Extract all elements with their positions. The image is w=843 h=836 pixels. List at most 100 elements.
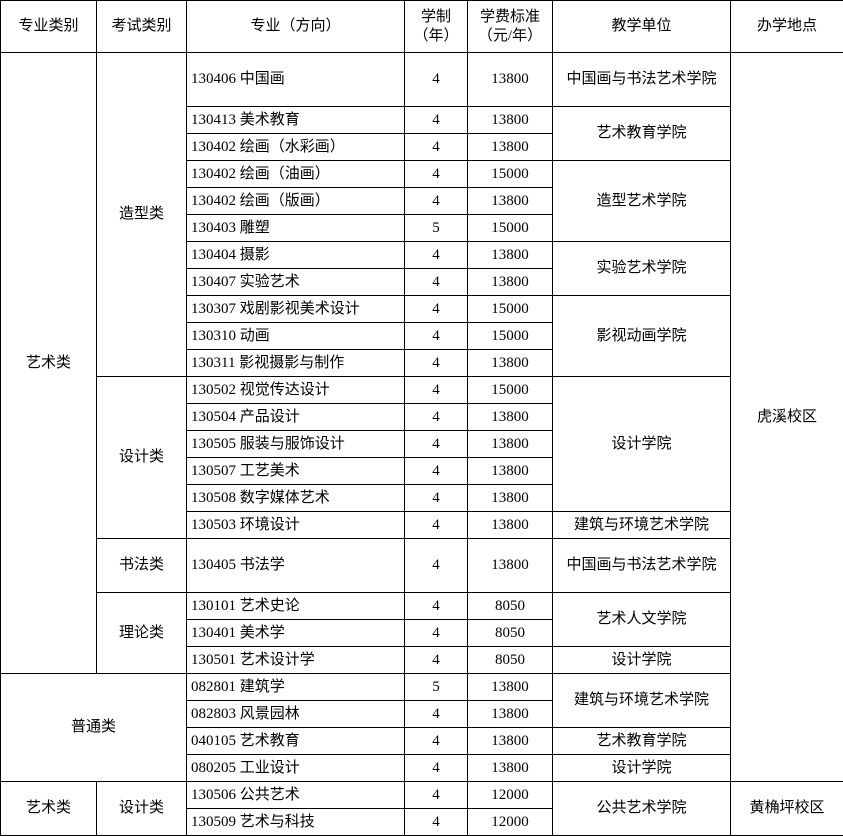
exam-category-modeling: 造型类 bbox=[97, 53, 187, 377]
major-years: 5 bbox=[405, 215, 468, 242]
major-fee: 13800 bbox=[468, 458, 553, 485]
major-name: 130401 美术学 bbox=[187, 620, 405, 647]
group-art-2: 艺术类 bbox=[1, 782, 97, 836]
major-fee: 13800 bbox=[468, 134, 553, 161]
major-name: 130509 艺术与科技 bbox=[187, 809, 405, 836]
teaching-unit-cell: 造型艺术学院 bbox=[553, 161, 731, 242]
major-years: 4 bbox=[405, 809, 468, 836]
table-row: 艺术类 造型类 130406 中国画 4 13800 中国画与书法艺术学院 虎溪… bbox=[1, 53, 843, 107]
table-header-row: 专业类别 考试类别 专业（方向） 学制 （年） 学费标准 （元/年） 教学单位 … bbox=[1, 1, 843, 53]
major-name: 130507 工艺美术 bbox=[187, 458, 405, 485]
major-years: 4 bbox=[405, 269, 468, 296]
major-fee: 8050 bbox=[468, 593, 553, 620]
major-years: 4 bbox=[405, 485, 468, 512]
teaching-unit-cell: 实验艺术学院 bbox=[553, 242, 731, 296]
major-fee: 13800 bbox=[468, 755, 553, 782]
major-name: 130402 绘画（水彩画） bbox=[187, 134, 405, 161]
major-fee: 12000 bbox=[468, 809, 553, 836]
header-category: 专业类别 bbox=[1, 1, 97, 53]
major-name: 130505 服装与服饰设计 bbox=[187, 431, 405, 458]
major-fee: 13800 bbox=[468, 107, 553, 134]
header-fee: 学费标准 （元/年） bbox=[468, 1, 553, 53]
header-teaching-unit: 教学单位 bbox=[553, 1, 731, 53]
major-years: 4 bbox=[405, 782, 468, 809]
major-fee: 13800 bbox=[468, 539, 553, 593]
major-fee: 15000 bbox=[468, 215, 553, 242]
teaching-unit-cell: 艺术教育学院 bbox=[553, 728, 731, 755]
teaching-unit-cell: 艺术教育学院 bbox=[553, 107, 731, 161]
header-campus: 办学地点 bbox=[731, 1, 843, 53]
major-name: 130311 影视摄影与制作 bbox=[187, 350, 405, 377]
major-years: 4 bbox=[405, 107, 468, 134]
group-general: 普通类 bbox=[1, 674, 187, 782]
exam-category-calligraphy: 书法类 bbox=[97, 539, 187, 593]
teaching-unit-cell: 艺术人文学院 bbox=[553, 593, 731, 647]
major-years: 4 bbox=[405, 620, 468, 647]
group-art-1: 艺术类 bbox=[1, 53, 97, 674]
major-fee: 13800 bbox=[468, 674, 553, 701]
header-fee-line1: 学费标准 bbox=[472, 8, 548, 27]
major-name: 130307 戏剧影视美术设计 bbox=[187, 296, 405, 323]
major-years: 4 bbox=[405, 350, 468, 377]
major-name: 130502 视觉传达设计 bbox=[187, 377, 405, 404]
major-fee: 13800 bbox=[468, 701, 553, 728]
teaching-unit-cell: 公共艺术学院 bbox=[553, 782, 731, 836]
table-row: 书法类 130405 书法学 4 13800 中国画与书法艺术学院 bbox=[1, 539, 843, 593]
teaching-unit-cell: 影视动画学院 bbox=[553, 296, 731, 377]
major-years: 4 bbox=[405, 404, 468, 431]
major-fee: 15000 bbox=[468, 377, 553, 404]
major-years: 4 bbox=[405, 161, 468, 188]
major-name: 082801 建筑学 bbox=[187, 674, 405, 701]
major-years: 4 bbox=[405, 539, 468, 593]
major-years: 5 bbox=[405, 674, 468, 701]
major-fee: 13800 bbox=[468, 269, 553, 296]
major-name: 130310 动画 bbox=[187, 323, 405, 350]
major-years: 4 bbox=[405, 323, 468, 350]
major-years: 4 bbox=[405, 53, 468, 107]
major-years: 4 bbox=[405, 728, 468, 755]
header-years-line2: （年） bbox=[409, 27, 463, 46]
major-name: 130413 美术教育 bbox=[187, 107, 405, 134]
major-fee: 13800 bbox=[468, 728, 553, 755]
major-name: 130508 数字媒体艺术 bbox=[187, 485, 405, 512]
major-fee: 8050 bbox=[468, 647, 553, 674]
major-years: 4 bbox=[405, 134, 468, 161]
major-name: 040105 艺术教育 bbox=[187, 728, 405, 755]
teaching-unit-cell: 建筑与环境艺术学院 bbox=[553, 674, 731, 728]
major-fee: 13800 bbox=[468, 242, 553, 269]
major-years: 4 bbox=[405, 593, 468, 620]
major-name: 130402 绘画（版画） bbox=[187, 188, 405, 215]
teaching-unit-cell: 设计学院 bbox=[553, 755, 731, 782]
major-years: 4 bbox=[405, 755, 468, 782]
major-years: 4 bbox=[405, 242, 468, 269]
exam-category-theory: 理论类 bbox=[97, 593, 187, 674]
header-major: 专业（方向） bbox=[187, 1, 405, 53]
table-row: 普通类 082801 建筑学 5 13800 建筑与环境艺术学院 bbox=[1, 674, 843, 701]
header-years: 学制 （年） bbox=[405, 1, 468, 53]
major-name: 130405 书法学 bbox=[187, 539, 405, 593]
exam-category-design-2: 设计类 bbox=[97, 782, 187, 836]
major-years: 4 bbox=[405, 188, 468, 215]
major-fee: 13800 bbox=[468, 485, 553, 512]
major-name: 130404 摄影 bbox=[187, 242, 405, 269]
major-name: 130403 雕塑 bbox=[187, 215, 405, 242]
major-fee: 15000 bbox=[468, 161, 553, 188]
teaching-unit-cell: 设计学院 bbox=[553, 647, 731, 674]
table-row: 设计类 130502 视觉传达设计 4 15000 设计学院 bbox=[1, 377, 843, 404]
campus-cell-huangjueping: 黄桷坪校区 bbox=[731, 782, 843, 836]
major-name: 080205 工业设计 bbox=[187, 755, 405, 782]
major-name: 130501 艺术设计学 bbox=[187, 647, 405, 674]
header-years-line1: 学制 bbox=[409, 8, 463, 27]
teaching-unit-cell: 建筑与环境艺术学院 bbox=[553, 512, 731, 539]
major-fee: 15000 bbox=[468, 296, 553, 323]
table-row: 艺术类 设计类 130506 公共艺术 4 12000 公共艺术学院 黄桷坪校区 bbox=[1, 782, 843, 809]
major-years: 4 bbox=[405, 647, 468, 674]
major-years: 4 bbox=[405, 377, 468, 404]
campus-cell-huxi: 虎溪校区 bbox=[731, 53, 843, 782]
teaching-unit-cell: 设计学院 bbox=[553, 377, 731, 512]
major-name: 130506 公共艺术 bbox=[187, 782, 405, 809]
major-fee: 8050 bbox=[468, 620, 553, 647]
major-name: 082803 风景园林 bbox=[187, 701, 405, 728]
major-years: 4 bbox=[405, 512, 468, 539]
